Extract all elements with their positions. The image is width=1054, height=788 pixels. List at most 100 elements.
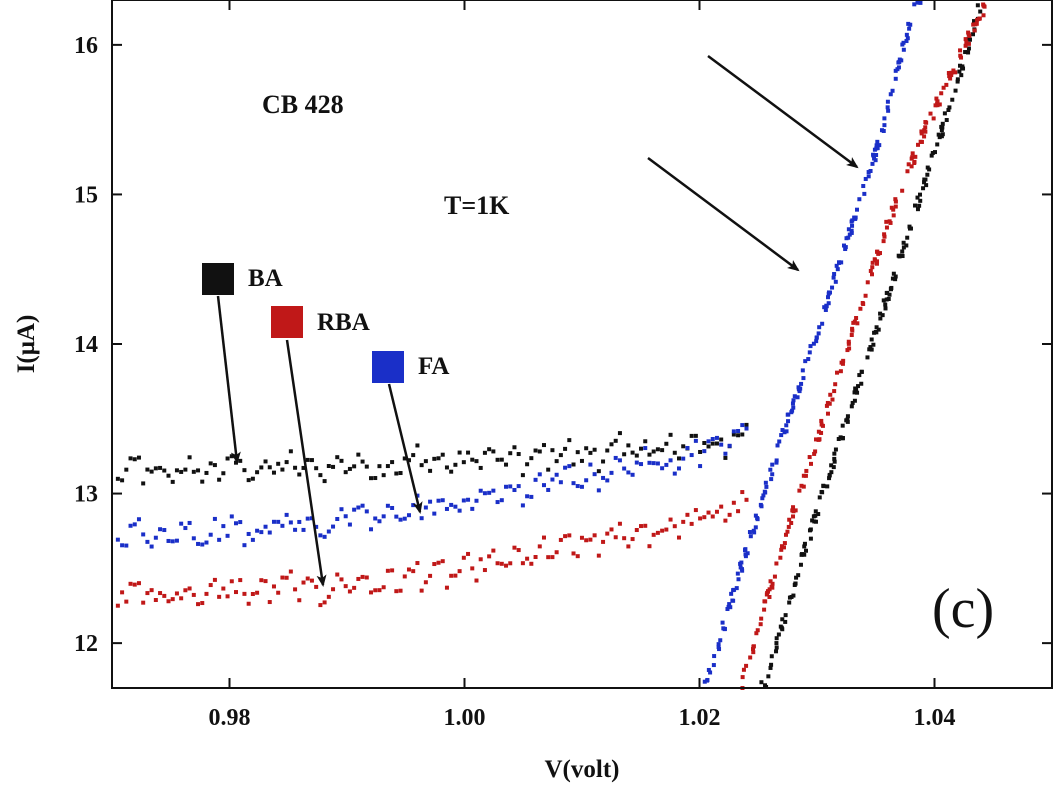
data-point <box>613 535 618 540</box>
data-point <box>813 509 818 514</box>
data-point <box>939 91 944 96</box>
data-point <box>873 158 878 163</box>
data-point <box>915 0 920 5</box>
data-point <box>179 521 184 526</box>
data-point <box>817 437 822 442</box>
data-point <box>516 484 521 489</box>
data-point <box>732 587 737 592</box>
data-point <box>453 573 458 578</box>
data-point <box>541 483 546 488</box>
data-point <box>309 578 314 583</box>
data-point <box>743 548 748 553</box>
data-point <box>271 519 276 524</box>
data-point <box>571 551 576 556</box>
data-point <box>693 438 698 443</box>
data-point <box>360 503 365 508</box>
data-point <box>759 616 764 621</box>
data-point <box>859 381 864 386</box>
data-point <box>609 470 614 475</box>
data-point <box>937 135 942 140</box>
data-point <box>558 480 563 485</box>
data-point <box>814 437 819 442</box>
data-point <box>868 268 873 273</box>
data-point <box>782 430 787 435</box>
data-point <box>377 464 382 469</box>
data-points <box>115 0 987 690</box>
data-point <box>878 311 883 316</box>
data-point <box>339 507 344 512</box>
data-point <box>474 459 479 464</box>
data-point <box>533 477 538 482</box>
data-point <box>596 488 601 493</box>
data-point <box>630 537 635 542</box>
data-point <box>893 277 898 282</box>
data-point <box>436 498 441 503</box>
data-point <box>802 541 807 546</box>
data-point <box>246 478 251 483</box>
data-point <box>807 350 812 355</box>
data-point <box>322 479 327 484</box>
data-point <box>960 64 965 69</box>
data-point <box>711 663 716 668</box>
data-point <box>132 457 137 462</box>
data-point <box>856 384 861 389</box>
data-point <box>819 422 824 427</box>
data-point <box>200 601 205 606</box>
data-point <box>910 151 915 156</box>
data-point <box>972 28 977 33</box>
data-point <box>865 280 870 285</box>
data-point <box>786 419 791 424</box>
data-point <box>712 654 717 659</box>
data-point <box>896 65 901 70</box>
data-point <box>508 561 513 566</box>
data-point <box>702 679 707 684</box>
data-point <box>754 631 759 636</box>
data-point <box>377 519 382 524</box>
data-point <box>831 275 836 280</box>
data-point <box>893 199 898 204</box>
data-point <box>191 536 196 541</box>
data-point <box>626 470 631 475</box>
data-point <box>655 461 660 466</box>
data-point <box>238 520 243 525</box>
data-point <box>714 435 719 440</box>
data-point <box>406 513 411 518</box>
data-point <box>149 588 154 593</box>
data-point <box>874 325 879 330</box>
data-point <box>246 531 251 536</box>
data-point <box>668 432 673 437</box>
data-point <box>846 339 851 344</box>
data-point <box>740 568 745 573</box>
data-point <box>714 441 719 446</box>
data-point <box>706 667 711 672</box>
data-point <box>719 437 724 442</box>
data-point <box>762 489 767 494</box>
data-point <box>819 430 824 435</box>
data-point <box>516 548 521 553</box>
data-point <box>760 496 765 501</box>
panel-label: (c) <box>932 578 994 640</box>
data-point <box>592 472 597 477</box>
data-point <box>499 561 504 566</box>
data-point <box>960 66 965 71</box>
data-point <box>698 516 703 521</box>
data-point <box>770 462 775 467</box>
x-tick-label: 1.04 <box>914 705 956 731</box>
data-point <box>785 529 790 534</box>
data-point <box>861 301 866 306</box>
data-point <box>852 398 857 403</box>
data-point <box>872 147 877 152</box>
data-point <box>541 443 546 448</box>
data-point <box>739 560 744 565</box>
data-point <box>736 429 741 434</box>
data-point <box>922 134 927 139</box>
data-point <box>727 602 732 607</box>
data-point <box>440 452 445 457</box>
data-point <box>824 403 829 408</box>
data-point <box>558 453 563 458</box>
data-point <box>893 204 898 209</box>
data-point <box>470 457 475 462</box>
data-point <box>592 533 597 538</box>
annotation-arrows <box>216 54 859 587</box>
data-point <box>744 426 749 431</box>
